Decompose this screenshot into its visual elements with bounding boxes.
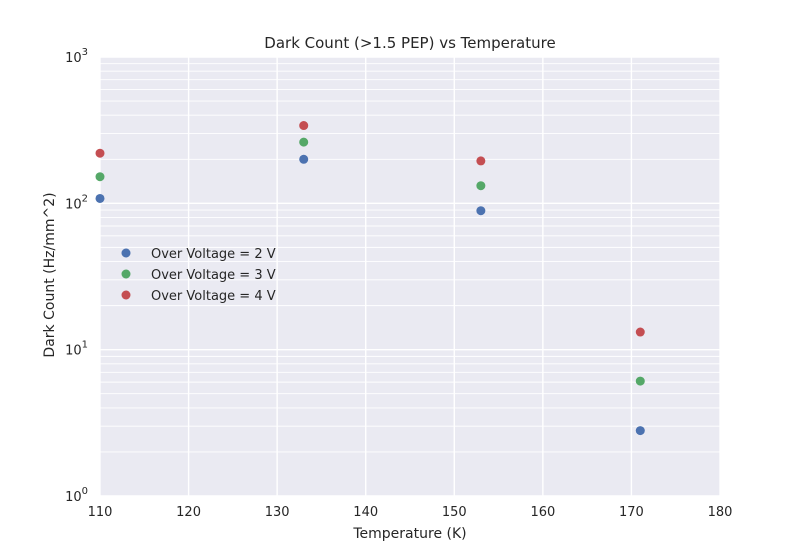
x-tick-label: 130 xyxy=(265,505,290,520)
x-tick-label: 110 xyxy=(88,505,113,520)
y-tick-label: 101 xyxy=(65,340,88,359)
x-tick-label: 120 xyxy=(176,505,201,520)
legend-label: Over Voltage = 3 V xyxy=(151,268,276,283)
plot-background xyxy=(100,57,720,496)
data-point xyxy=(299,137,309,147)
data-point xyxy=(635,426,645,436)
legend-marker xyxy=(121,248,131,258)
data-point xyxy=(635,376,645,386)
chart-title: Dark Count (>1.5 PEP) vs Temperature xyxy=(264,34,555,52)
data-point xyxy=(95,148,105,158)
legend-label: Over Voltage = 4 V xyxy=(151,289,276,304)
x-tick-label: 170 xyxy=(619,505,644,520)
legend-marker xyxy=(121,269,131,279)
x-tick-label: 180 xyxy=(708,505,733,520)
data-point xyxy=(476,156,486,166)
y-tick-label: 100 xyxy=(65,486,88,505)
data-point xyxy=(299,121,309,131)
x-axis-label: Temperature (K) xyxy=(352,526,466,542)
data-point xyxy=(95,172,105,182)
legend-label: Over Voltage = 2 V xyxy=(151,247,276,262)
x-tick-label: 160 xyxy=(530,505,555,520)
x-tick-label: 150 xyxy=(442,505,467,520)
x-tick-label: 140 xyxy=(353,505,378,520)
y-tick-label: 103 xyxy=(65,47,88,66)
data-point xyxy=(476,206,486,216)
y-tick-label: 102 xyxy=(65,193,88,212)
data-point xyxy=(635,327,645,337)
y-axis-label: Dark Count (Hz/mm^2) xyxy=(42,192,58,357)
data-point xyxy=(95,193,105,203)
legend-marker xyxy=(121,290,131,300)
grid-lines xyxy=(99,56,721,497)
legend: Over Voltage = 2 V Over Voltage = 3 V Over… xyxy=(121,247,276,304)
data-point xyxy=(476,181,486,191)
data-point xyxy=(299,154,309,164)
